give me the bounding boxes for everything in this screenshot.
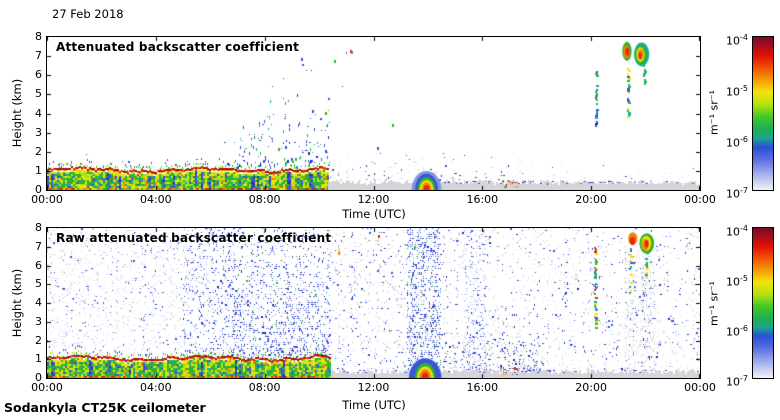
y-tick-label: 3 (35, 125, 42, 139)
y-tick-label: 5 (35, 277, 42, 291)
y-tick-label: 8 (35, 30, 42, 43)
y-tick-label: 0 (35, 183, 42, 196)
x-tick-label: 20:00 (575, 193, 607, 206)
colorbar-tick-label: 10-6 (726, 324, 748, 339)
colorbar-tick-label: 10-5 (726, 84, 748, 99)
top-panel-title: Attenuated backscatter coefficient (56, 40, 300, 54)
colorbar-tick-label: 10-4 (726, 33, 748, 48)
y-tick-label: 0 (35, 371, 42, 384)
x-tick-label: 00:00 (31, 193, 63, 206)
x-tick-label: 20:00 (575, 381, 607, 394)
y-tick-label: 1 (35, 352, 42, 366)
bottom-panel-x-axis-label: Time (UTC) (342, 398, 406, 412)
top-panel-x-axis-label: Time (UTC) (342, 207, 406, 221)
heatmap-canvas-bottom (47, 228, 700, 378)
y-tick-label: 2 (35, 333, 42, 347)
top-panel-plot-area (46, 36, 701, 191)
y-tick-label: 6 (35, 258, 42, 272)
y-tick-label: 7 (35, 239, 42, 253)
colorbar-tick-label: 10-4 (726, 224, 748, 239)
y-tick-label: 6 (35, 68, 42, 82)
date-label: 27 Feb 2018 (52, 7, 124, 21)
colorbar-tick-label: 10-7 (726, 374, 748, 389)
y-tick-label: 3 (35, 314, 42, 328)
x-tick-label: 04:00 (139, 193, 172, 206)
top-panel-y-axis-label: Height (km) (10, 78, 24, 148)
x-tick-label: 12:00 (357, 193, 390, 206)
y-tick-label: 5 (35, 87, 42, 101)
y-tick-label: 1 (35, 163, 42, 177)
x-tick-label: 00:00 (684, 381, 716, 394)
bottom-panel-plot-area (46, 227, 701, 379)
bottom-panel-title: Raw attenuated backscatter coefficient (56, 231, 332, 245)
x-tick-label: 00:00 (684, 193, 716, 206)
y-tick-label: 4 (35, 106, 42, 120)
y-tick-label: 4 (35, 296, 42, 309)
x-tick-label: 16:00 (466, 193, 499, 206)
colorbar-tick-label: 10-6 (726, 135, 748, 150)
colorbar-tick-label: 10-7 (726, 186, 748, 201)
colorbar-bottom (752, 227, 774, 379)
x-tick-label: 04:00 (139, 381, 172, 394)
x-tick-label: 08:00 (248, 381, 281, 394)
x-tick-label: 08:00 (248, 193, 281, 206)
bottom-panel-y-axis-label: Height (km) (10, 268, 24, 338)
x-tick-label: 12:00 (357, 381, 390, 394)
x-tick-label: 00:00 (31, 381, 63, 394)
colorbar-tick-label: 10-5 (726, 274, 748, 289)
y-tick-label: 8 (35, 221, 42, 234)
heatmap-canvas-top (47, 37, 700, 190)
y-tick-label: 2 (35, 144, 42, 158)
instrument-label: Sodankyla CT25K ceilometer (4, 400, 206, 415)
colorbar-top (752, 36, 774, 191)
y-tick-label: 7 (35, 49, 42, 63)
x-tick-label: 16:00 (466, 381, 499, 394)
